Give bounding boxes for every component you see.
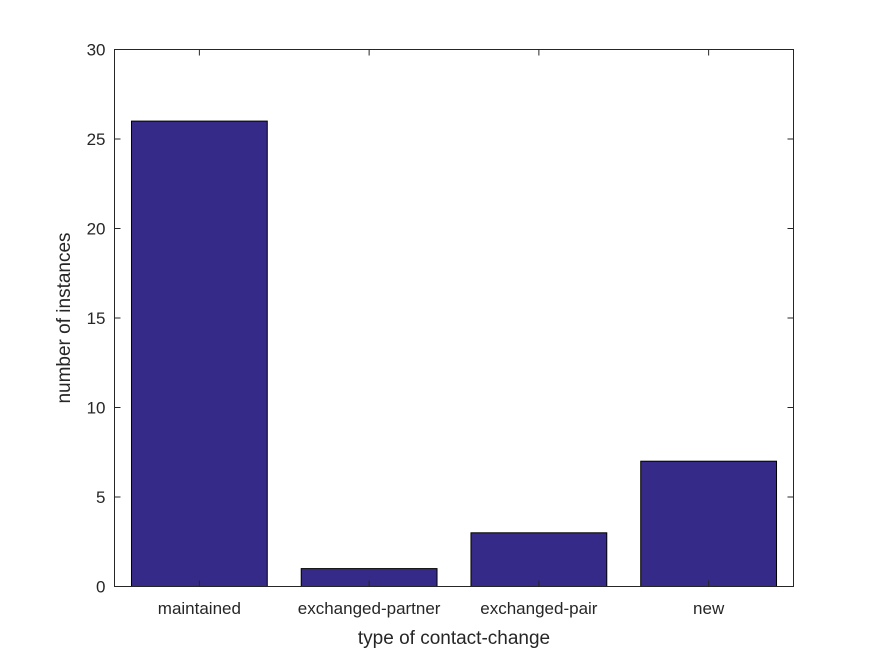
- x-axis-label: type of contact-change: [358, 628, 550, 649]
- y-tick-label: 25: [87, 130, 106, 149]
- y-axis-ticks: 0 5 10 15 20 25 30: [87, 41, 794, 597]
- x-axis-ticks: maintained exchanged-partner exchanged-pai…: [158, 49, 725, 618]
- y-tick-label: 0: [96, 578, 105, 597]
- x-tick-label: maintained: [158, 599, 241, 618]
- x-tick-label: new: [693, 599, 725, 618]
- x-tick-label: exchanged-partner: [298, 599, 441, 618]
- y-tick-label: 5: [96, 488, 105, 507]
- bars: [130, 120, 778, 588]
- y-axis-label: number of instances: [54, 232, 75, 403]
- bar-exchanged-pair: [470, 532, 608, 587]
- bar-new: [640, 460, 778, 588]
- y-tick-label: 15: [87, 309, 106, 328]
- x-tick-label: exchanged-pair: [480, 599, 598, 618]
- bar-maintained: [130, 120, 268, 587]
- y-tick-label: 30: [87, 41, 106, 60]
- y-tick-label: 10: [87, 399, 106, 418]
- y-tick-label: 20: [87, 220, 106, 239]
